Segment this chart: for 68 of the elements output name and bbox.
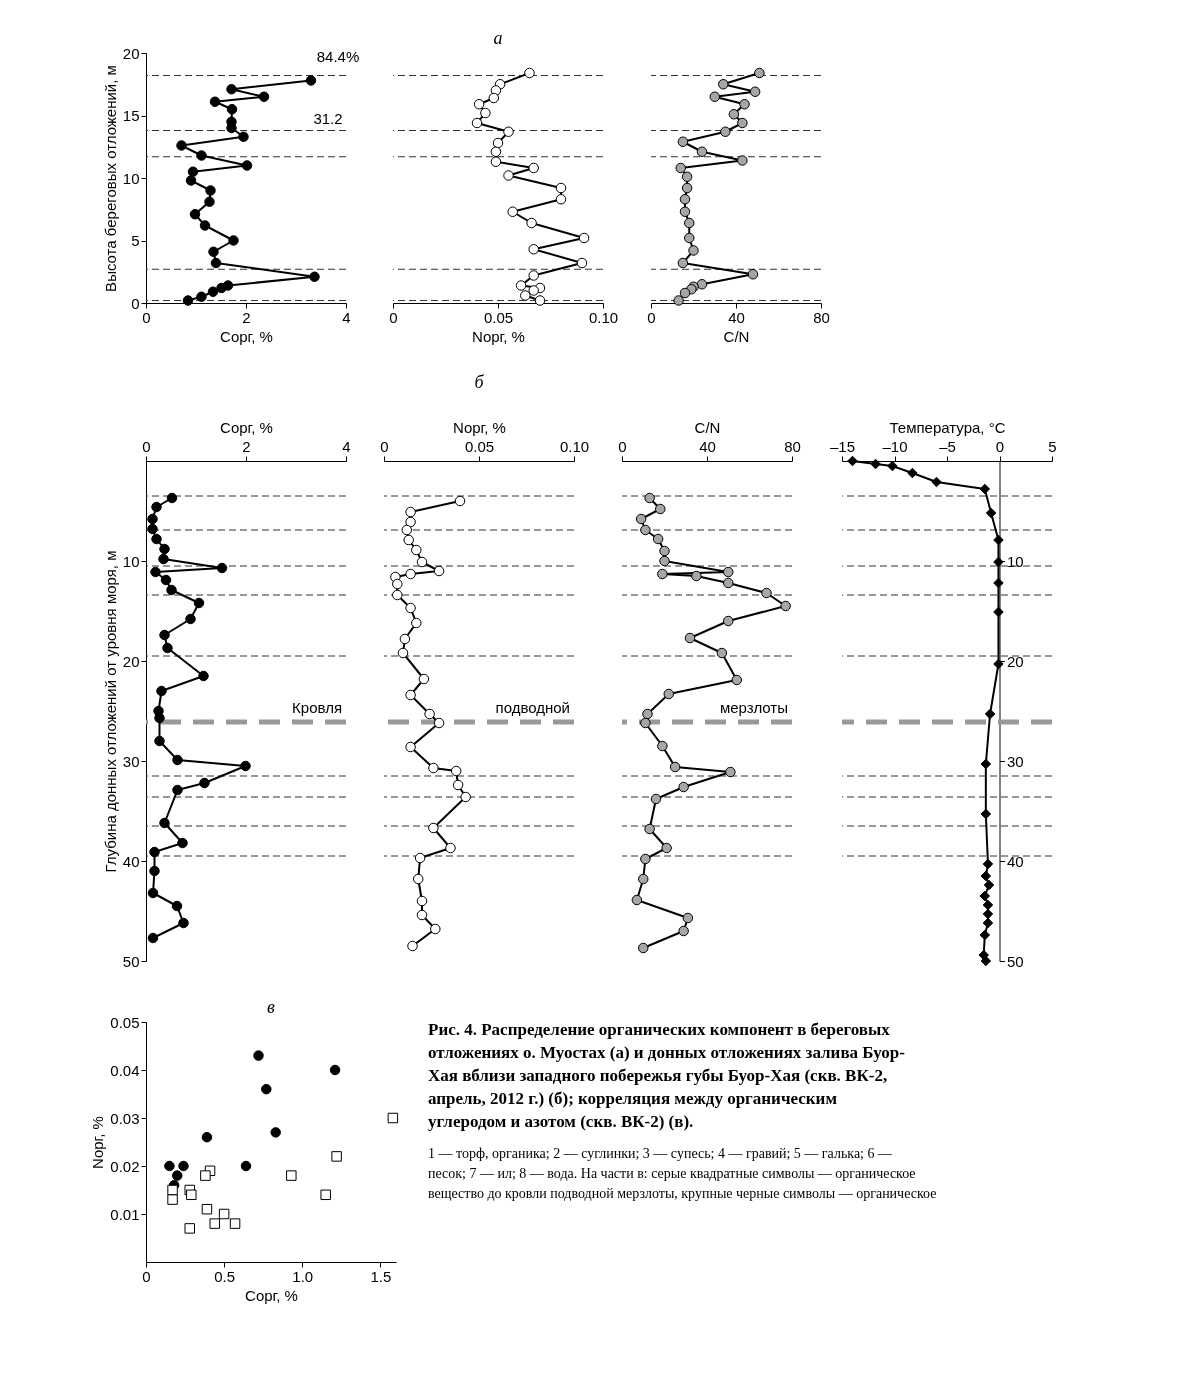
y-tick-label: 0.01 — [110, 1205, 140, 1223]
x-tick-label: –5 — [939, 437, 956, 455]
y-tick-label: 50 — [1007, 952, 1024, 970]
chart-title: в — [267, 997, 276, 1017]
y-tick-label: 30 — [122, 752, 140, 770]
x-tick-label: 0 — [389, 308, 398, 326]
x-tick-label: 0 — [142, 437, 151, 455]
y-tick-label: 30 — [1007, 752, 1024, 770]
y-tick-label: 5 — [131, 232, 140, 249]
y-tick-label: 0.03 — [110, 1109, 140, 1127]
x-axis-title: Nорг, % — [453, 418, 506, 436]
x-tick-label: 0.05 — [464, 437, 495, 455]
y-tick-label: 40 — [1007, 852, 1024, 870]
x-axis-title: Cорг, % — [220, 327, 273, 345]
y-tick-label: 50 — [122, 952, 140, 970]
annotation: 84.4% — [316, 48, 360, 65]
y-tick-label: 20 — [122, 44, 140, 62]
ref-line-label: мерзлоты — [719, 699, 788, 716]
ref-line-label: подводной — [495, 699, 570, 716]
y-tick-label: 20 — [1007, 652, 1024, 670]
y-tick-label: 0 — [131, 294, 140, 312]
y-tick-label: 10 — [122, 552, 140, 570]
y-tick-label: 0.05 — [110, 1013, 140, 1031]
x-axis-title: C/N — [723, 327, 750, 345]
x-tick-label: 0 — [142, 308, 151, 326]
x-tick-label: 0 — [647, 308, 656, 326]
y-tick-label: 10 — [1007, 552, 1024, 570]
annotation: 31.2 — [313, 110, 343, 127]
x-axis-title: Nорг, % — [472, 327, 525, 345]
x-tick-label: 0 — [142, 1267, 151, 1285]
x-axis-title: C/N — [694, 418, 721, 436]
x-tick-label: 40 — [728, 308, 745, 326]
x-tick-label: 5 — [1048, 437, 1057, 455]
x-tick-label: 0 — [995, 437, 1005, 455]
x-tick-label: 0.05 — [483, 308, 514, 326]
x-tick-label: 1.0 — [292, 1267, 314, 1285]
chart-title: б — [474, 372, 485, 392]
x-axis-title: Температура, °C — [889, 418, 1006, 436]
x-tick-label: 1.5 — [370, 1267, 392, 1285]
text: 1 — торф, органика; 2 — суглинки; 3 — супесь; 4 — гравий; 5 — галька; 6 — песок; 7 — ил; 8 — вода. На части в: серые квадратные символы — органическое вещество до кровли подводной мерзлоты, крупные черные символы — органическое — [428, 1146, 937, 1201]
y-axis-title: Nорг, % — [89, 1116, 107, 1169]
y-tick-label: 40 — [122, 852, 140, 870]
x-tick-label: 2 — [242, 437, 251, 455]
y-axis-title: Высота береговых отложений, м — [101, 65, 119, 292]
x-tick-label: 80 — [784, 437, 801, 455]
y-axis-title: Глубина донных отложений от уровня моря, м — [101, 550, 119, 873]
y-tick-label: 10 — [122, 169, 140, 187]
x-tick-label: 0.10 — [588, 308, 619, 326]
y-tick-label: 0.04 — [110, 1061, 140, 1079]
text: Рис. 4. Распределение органических компонент в береговых отложениях о. Муостах (а) и донных отложениях залива Буор-Хая вблизи западного побережья губы Буор-Хая (скв. ВК-2, апрель, 2012 г.) (б); корреляция между органическим углеродом и азотом (скв. ВК-2) (в). — [428, 1020, 906, 1131]
x-tick-label: 80 — [813, 308, 830, 326]
x-tick-label: 0.10 — [559, 437, 590, 455]
x-tick-label: 4 — [342, 308, 351, 326]
ref-line-label: Кровля — [292, 699, 342, 716]
x-tick-label: –15 — [829, 437, 856, 455]
y-tick-label: 20 — [122, 652, 140, 670]
x-tick-label: 4 — [342, 437, 351, 455]
x-axis-title: Cорг, % — [220, 418, 273, 436]
chart-title: а — [493, 28, 503, 48]
x-tick-label: 0 — [618, 437, 627, 455]
x-tick-label: 2 — [242, 308, 251, 326]
x-tick-label: 40 — [699, 437, 716, 455]
x-tick-label: –10 — [882, 437, 908, 455]
y-tick-label: 15 — [122, 107, 140, 124]
x-tick-label: 0 — [380, 437, 389, 455]
x-tick-label: 0.5 — [214, 1267, 236, 1285]
y-tick-label: 0.02 — [110, 1157, 140, 1175]
x-axis-title: Cорг, % — [245, 1286, 298, 1304]
